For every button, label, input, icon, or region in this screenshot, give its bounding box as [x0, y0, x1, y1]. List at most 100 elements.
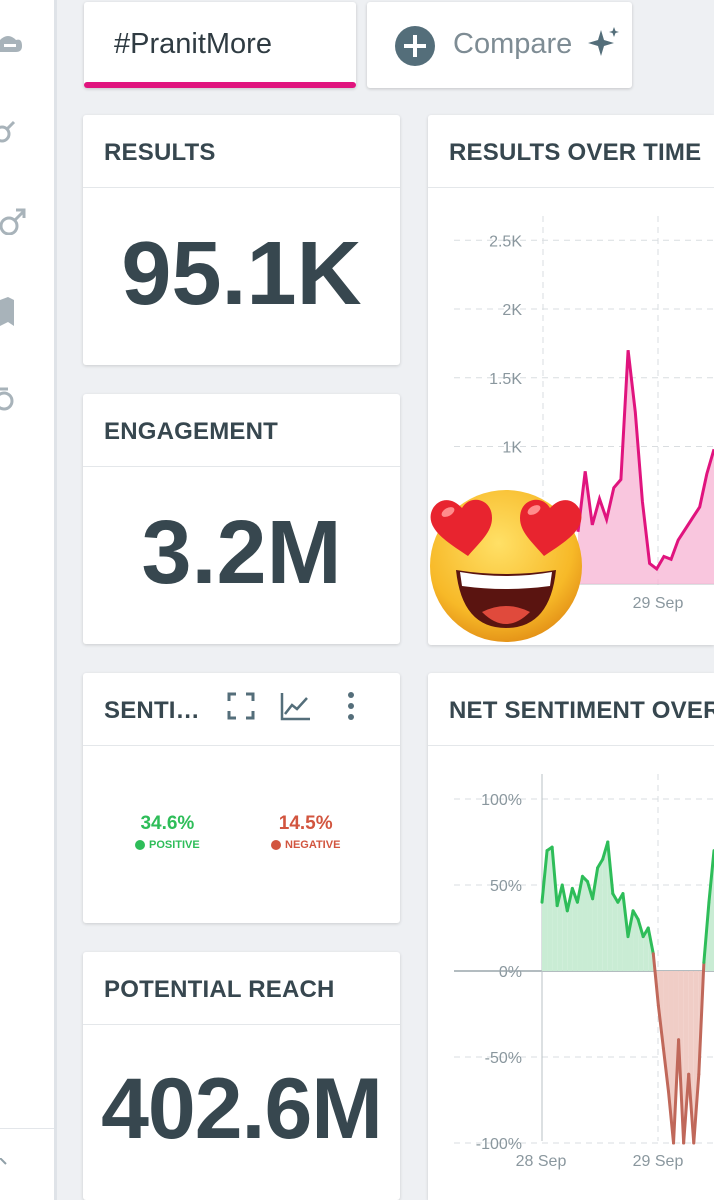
- cloud-icon[interactable]: [0, 30, 30, 60]
- sentiment-line-segment: [687, 1072, 696, 1145]
- more-vertical-icon[interactable]: [344, 691, 358, 721]
- compare-label: Compare: [453, 28, 573, 60]
- y-tick-label: 2.5K: [489, 233, 522, 250]
- sentiment-line-segment: [702, 900, 711, 964]
- sentiment-area-segment: [708, 850, 714, 971]
- sentiment-area-segment: [688, 971, 694, 1143]
- sentiment-area-segment: [617, 893, 623, 971]
- sentiment-line-segment: [697, 960, 706, 1076]
- card-header: POTENTIAL REACH: [83, 952, 400, 1025]
- sentiment-line-segment: [606, 840, 615, 896]
- sentiment-line-segment: [626, 909, 635, 939]
- results-line: [576, 350, 714, 572]
- sentiment-area-segment: [607, 842, 613, 971]
- sentiment-area-segment: [693, 971, 699, 1143]
- y-tick-label: 0%: [499, 964, 522, 981]
- sentiment-line-segment: [646, 926, 655, 956]
- sentiment-line-segment: [565, 886, 574, 913]
- rail-divider: [0, 1128, 54, 1129]
- card-header: NET SENTIMENT OVER: [428, 673, 714, 746]
- rail-expand-icon[interactable]: [0, 1158, 8, 1166]
- sentiment-area-segment: [628, 910, 634, 971]
- male-icon[interactable]: [0, 205, 30, 235]
- x-tick-label: 29 Sep: [633, 595, 684, 612]
- card-title: ENGAGEMENT: [104, 418, 279, 445]
- card-header: RESULTS OVER TIME: [428, 115, 714, 188]
- card-title: RESULTS: [104, 139, 216, 166]
- sentiment-line-segment: [540, 849, 549, 904]
- sentiment-line-segment: [677, 1038, 686, 1145]
- card-title: POTENTIAL REACH: [104, 976, 335, 1003]
- card-title: SENTI…: [104, 697, 200, 724]
- active-tab-indicator: [84, 82, 356, 88]
- sentiment-area-segment: [683, 971, 689, 1143]
- positive-label: POSITIVE: [149, 839, 200, 851]
- sentiment-line-segment: [692, 1072, 701, 1145]
- negative-percent: 14.5%: [278, 813, 333, 834]
- map-icon[interactable]: [0, 296, 30, 326]
- sentiment-line-segment: [596, 857, 605, 870]
- sentiment-line-segment: [560, 883, 569, 913]
- net-sentiment-card: NET SENTIMENT OVER 100% 50% 0% -50% -100% 28 …: [428, 673, 714, 1200]
- line-chart-icon[interactable]: [280, 691, 312, 721]
- sparkle-icon: [588, 27, 619, 56]
- sentiment-line-segment: [651, 952, 660, 1007]
- sentiment-area-segment: [587, 881, 593, 971]
- sentiment-line-segment: [656, 1003, 665, 1050]
- age-icon[interactable]: [0, 384, 30, 414]
- sentiment-area-segment: [582, 876, 588, 971]
- sentiment-area-segment: [602, 842, 608, 971]
- sentiment-area-segment: [633, 910, 639, 971]
- gender-icon[interactable]: [0, 118, 30, 148]
- card-header: RESULTS: [83, 115, 400, 188]
- sentiment-area-segment: [597, 859, 603, 971]
- sentiment-line-segment: [682, 1072, 691, 1145]
- results-value: 95.1K: [121, 224, 362, 324]
- y-tick-label: 50%: [490, 878, 522, 895]
- left-navigation-rail: [0, 0, 57, 1200]
- card-header: ENGAGEMENT: [83, 394, 400, 467]
- sentiment-line-segment: [591, 866, 600, 901]
- frown-icon: [271, 840, 281, 850]
- sentiment-line-segment: [661, 1046, 670, 1093]
- sentiment-area-segment: [612, 893, 618, 971]
- potential-reach-value: 402.6M: [101, 1061, 383, 1157]
- card-header: SENTI…: [83, 673, 400, 746]
- card-title: RESULTS OVER TIME: [449, 139, 702, 166]
- negative-label: NEGATIVE: [285, 839, 341, 851]
- sentiment-area-segment: [557, 885, 563, 971]
- sentiment-area-segment: [572, 888, 578, 971]
- sentiment-area-segment: [542, 850, 548, 971]
- card-title: NET SENTIMENT OVER: [449, 697, 714, 724]
- plus-circle-icon: [395, 26, 435, 66]
- y-tick-label: 2K: [502, 302, 522, 319]
- x-tick-label: 28 Sep: [516, 1153, 567, 1170]
- net-sentiment-chart: 100% 50% 0% -50% -100%28 Sep 29 Sep: [454, 774, 714, 1170]
- y-tick-label: 1K: [502, 440, 522, 457]
- tab-label: #PranitMore: [114, 28, 272, 60]
- y-tick-label: -100%: [476, 1136, 522, 1153]
- positive-sentiment: 34.6% POSITIVE: [135, 813, 200, 851]
- y-tick-label: 100%: [481, 792, 522, 809]
- sentiment-line-segment: [707, 849, 714, 904]
- heart-eyes-emoji: [430, 490, 582, 642]
- y-tick-label: -50%: [485, 1050, 522, 1067]
- sentiment-line-segment: [575, 874, 584, 904]
- engagement-value: 3.2M: [141, 503, 342, 603]
- sentiment-line-segment: [550, 845, 559, 908]
- potential-reach-card: POTENTIAL REACH 402.6M: [83, 952, 400, 1200]
- negative-sentiment: 14.5% NEGATIVE: [271, 813, 340, 851]
- results-card: RESULTS 95.1K: [83, 115, 400, 365]
- compare-button[interactable]: Compare: [367, 2, 632, 88]
- sentiment-card: SENTI… 34.6% POSITIVE 14.5% NEGATIVE: [83, 673, 400, 923]
- fullscreen-icon[interactable]: [226, 691, 256, 721]
- engagement-card: ENGAGEMENT 3.2M: [83, 394, 400, 644]
- sentiment-line-segment: [621, 892, 630, 939]
- y-tick-label: 1.5K: [489, 371, 522, 388]
- x-tick-label: 29 Sep: [633, 1153, 684, 1170]
- tab-pranitmore[interactable]: #PranitMore: [84, 2, 356, 88]
- sentiment-area-segment: [547, 847, 553, 971]
- smile-icon: [135, 840, 145, 850]
- positive-percent: 34.6%: [140, 813, 195, 834]
- sentiment-area-segment: [643, 928, 649, 971]
